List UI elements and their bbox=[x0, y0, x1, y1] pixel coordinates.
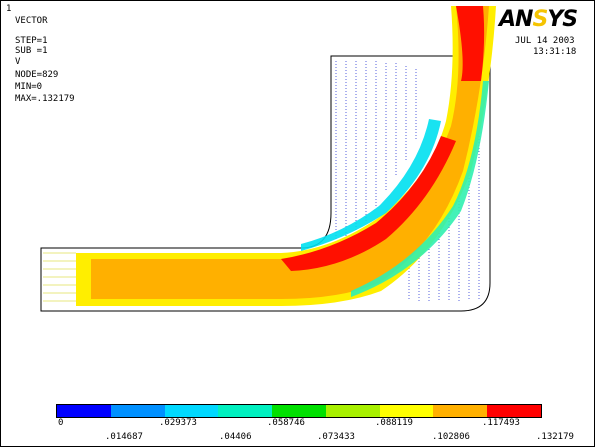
legend-tick: .058746 bbox=[267, 418, 305, 428]
sub-label: SUB =1 bbox=[15, 46, 48, 56]
inlet-vectors bbox=[43, 252, 76, 302]
plot-time: 13:31:18 bbox=[533, 47, 577, 57]
legend-swatch bbox=[218, 405, 273, 417]
legend-swatch bbox=[325, 405, 380, 417]
step-label: STEP=1 bbox=[15, 36, 48, 46]
variable-label: V bbox=[15, 57, 21, 67]
vector-plot bbox=[40, 6, 496, 312]
legend-tick: 0 bbox=[58, 418, 64, 428]
max-label: MAX=.132179 bbox=[15, 94, 75, 104]
legend-swatch bbox=[57, 405, 111, 417]
legend-swatch bbox=[433, 405, 488, 417]
legend-tick: .102806 bbox=[432, 432, 470, 442]
ansys-logo: ANSYS bbox=[499, 7, 578, 32]
legend-swatch bbox=[487, 405, 542, 417]
plot-date: JUL 14 2003 bbox=[515, 36, 575, 46]
window-number: 1 bbox=[6, 4, 12, 14]
legend-tick: .029373 bbox=[159, 418, 197, 428]
legend-tick: .014687 bbox=[105, 432, 143, 442]
legend-tick: .073433 bbox=[317, 432, 355, 442]
plot-type-label: VECTOR bbox=[15, 16, 48, 26]
min-label: MIN=0 bbox=[15, 82, 43, 92]
legend-tick: .04406 bbox=[219, 432, 252, 442]
velocity-band-teal bbox=[351, 81, 489, 297]
legend-tick: .088119 bbox=[375, 418, 413, 428]
color-legend bbox=[56, 404, 542, 418]
velocity-band-cyan bbox=[301, 119, 441, 251]
node-label: NODE=829 bbox=[15, 70, 59, 80]
velocity-band-red-outlet bbox=[456, 6, 485, 81]
legend-swatch bbox=[110, 405, 165, 417]
legend-swatch bbox=[272, 405, 326, 417]
legend-tick: .132179 bbox=[536, 432, 574, 442]
velocity-band-red-inner bbox=[281, 136, 456, 271]
legend-swatch bbox=[164, 405, 219, 417]
legend-swatch bbox=[379, 405, 434, 417]
legend-tick: .117493 bbox=[482, 418, 520, 428]
